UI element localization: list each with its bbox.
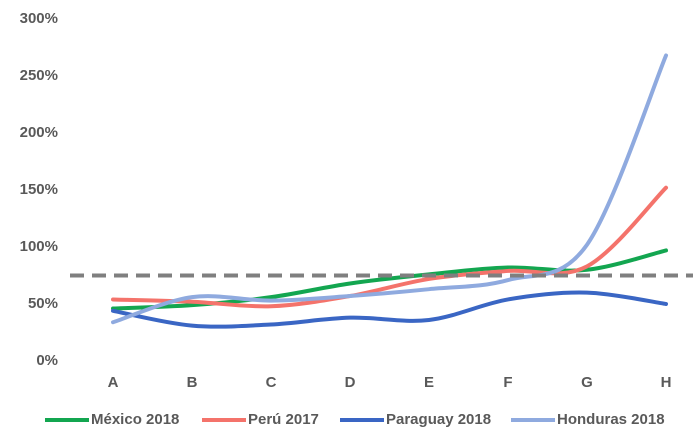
y-tick-label: 50% (28, 295, 58, 312)
y-tick-label: 250% (20, 67, 58, 84)
legend-label: Honduras 2018 (557, 411, 665, 428)
x-tick-label: G (581, 374, 593, 391)
legend-label: Paraguay 2018 (386, 411, 491, 428)
x-tick-label: E (424, 374, 434, 391)
x-tick-label: F (503, 374, 512, 391)
x-tick-label: C (266, 374, 277, 391)
series-line (111, 290, 668, 329)
y-tick-label: 200% (20, 124, 58, 141)
legend-label: Perú 2017 (248, 411, 319, 428)
series-line (111, 53, 668, 325)
y-tick-label: 100% (20, 238, 58, 255)
x-tick-label: B (187, 374, 198, 391)
x-tick-label: A (108, 374, 119, 391)
legend-label: México 2018 (91, 411, 179, 428)
y-tick-label: 150% (20, 181, 58, 198)
series-line (111, 185, 668, 309)
series-line (111, 248, 668, 311)
x-tick-label: D (345, 374, 356, 391)
y-tick-label: 300% (20, 10, 58, 27)
x-tick-label: H (661, 374, 672, 391)
y-tick-label: 0% (36, 352, 58, 369)
